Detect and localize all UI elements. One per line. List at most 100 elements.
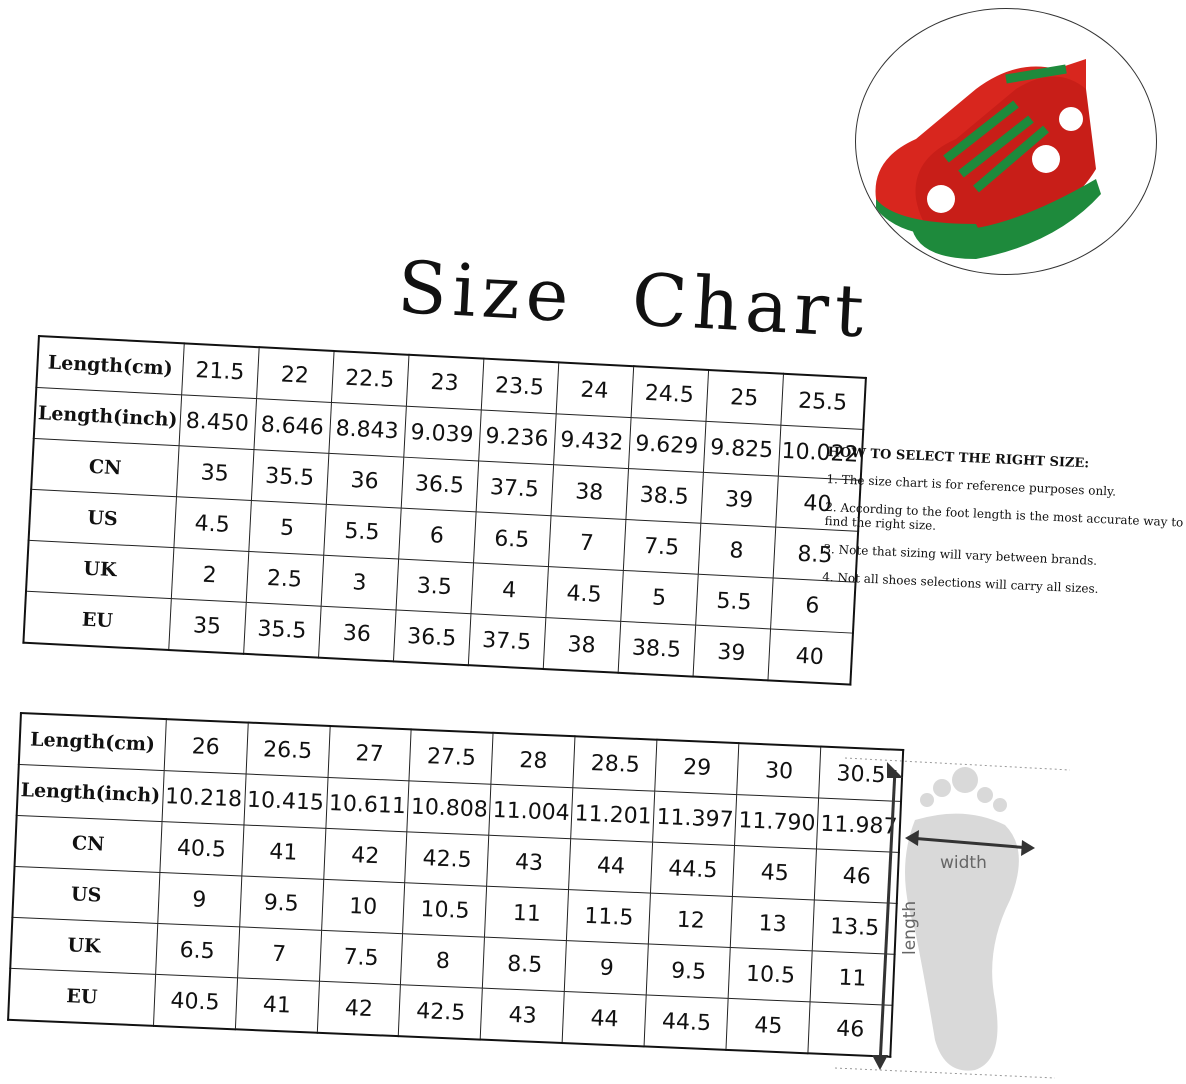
table-cell: 9.5 (646, 944, 731, 999)
table-cell: 6.5 (155, 923, 240, 978)
table-cell: 7 (547, 515, 626, 571)
table-cell: 44 (568, 838, 654, 894)
table-cell: 43 (480, 988, 565, 1044)
table-cell: 40.5 (153, 974, 238, 1030)
table-cell: 42.5 (405, 831, 490, 887)
table-cell: 13 (730, 896, 815, 951)
table-cell: 10.218 (161, 770, 246, 825)
row-label: UK (10, 917, 158, 975)
table-cell: 8.646 (253, 398, 331, 454)
table-cell: 4.5 (545, 566, 623, 622)
table-cell: 9 (157, 872, 242, 927)
table-cell: 35 (168, 598, 246, 654)
table-cell: 25 (705, 369, 784, 426)
table-cell: 9.629 (628, 417, 706, 473)
howto-item: 2. According to the foot length is the m… (824, 499, 1184, 533)
table-cell: 23 (405, 354, 484, 410)
table-cell: 38 (542, 617, 621, 673)
table-cell: 38 (550, 464, 629, 520)
table-cell: 5.5 (323, 504, 401, 560)
table-cell: 35.5 (243, 602, 321, 658)
table-cell: 8.843 (328, 402, 406, 458)
row-label: US (28, 489, 177, 548)
size-table-2: Length(cm) 26 26.5 27 27.5 28 28.5 29 30 30.5 Leng… (7, 712, 905, 1058)
table-cell: 10.611 (325, 777, 410, 832)
table-cell: 39 (700, 472, 778, 528)
table-cell: 26.5 (245, 722, 330, 778)
table-cell: 42 (323, 828, 408, 883)
table-cell: 5 (248, 500, 326, 556)
row-label: CN (31, 438, 179, 497)
table-cell: 10.415 (243, 774, 328, 829)
table-cell: 11.201 (571, 787, 656, 843)
table-cell: 37.5 (467, 613, 546, 669)
table-cell: 36 (325, 453, 404, 509)
table-cell: 39 (692, 625, 771, 681)
table-cell: 36.5 (392, 609, 471, 666)
table-cell: 28.5 (573, 736, 658, 792)
table-cell: 8 (400, 933, 485, 989)
howto-heading: HOW TO SELECT THE RIGHT SIZE: (827, 445, 1090, 472)
table-cell: 11.5 (566, 889, 651, 945)
table-cell: 10.5 (728, 947, 813, 1002)
row-label: US (12, 866, 160, 924)
howto-item: 1. The size chart is for reference purpo… (826, 471, 1117, 499)
table-cell: 5.5 (695, 574, 773, 629)
table-cell: 4.5 (173, 496, 251, 552)
table-cell: 36 (318, 606, 396, 662)
howto-item: 3. Note that sizing will vary between br… (823, 541, 1098, 568)
row-label: Length(cm) (36, 336, 184, 395)
table-cell: 2 (170, 547, 249, 603)
table-cell: 10.5 (403, 882, 488, 938)
table-cell: 10 (321, 879, 406, 934)
table-cell: 35.5 (250, 449, 329, 505)
table-cell: 38.5 (625, 468, 703, 524)
table-cell: 22.5 (330, 350, 409, 407)
foot-measurement-diagram: width length (834, 750, 1075, 1080)
table-cell: 6 (398, 508, 476, 563)
table-cell: 2.5 (245, 551, 324, 607)
table-cell: 30 (737, 743, 822, 799)
table-cell: 42 (316, 981, 401, 1037)
table-cell: 26 (163, 719, 248, 775)
table-cell: 9 (564, 940, 649, 995)
table-cell: 3 (320, 555, 399, 610)
table-cell: 41 (234, 977, 319, 1033)
page-title: Size Chart (395, 245, 872, 354)
row-label: EU (8, 968, 156, 1026)
table-cell: 27.5 (409, 729, 494, 785)
table-cell: 24 (555, 362, 634, 418)
table-cell: 8 (697, 523, 776, 578)
table-cell: 22 (256, 347, 334, 403)
row-label: EU (23, 591, 171, 650)
row-label: CN (14, 815, 162, 873)
table-cell: 9.432 (553, 413, 631, 469)
table-cell: 37.5 (475, 460, 554, 516)
table-cell: 9.236 (478, 409, 556, 465)
table-cell: 7.5 (318, 930, 404, 985)
table-cell: 3.5 (395, 559, 474, 614)
howto-item: 4. Not all shoes selections will carry a… (821, 569, 1099, 596)
table-cell: 38.5 (617, 621, 696, 677)
table-cell: 43 (487, 835, 572, 890)
size-table-1: Length(cm) 21.5 22 22.5 23 23.5 24 24.5 25 25.5 Le… (22, 335, 867, 686)
table-cell: 4 (470, 562, 548, 618)
table-cell: 9.5 (239, 875, 324, 931)
table-cell: 40.5 (159, 821, 244, 876)
table-cell: 8.450 (178, 394, 257, 450)
row-label: UK (26, 540, 174, 599)
table-cell: 44 (562, 991, 647, 1047)
table-cell: 40 (767, 628, 853, 685)
table-cell: 11 (484, 886, 569, 941)
table-cell: 21.5 (181, 343, 259, 399)
width-arrow-icon (905, 830, 1035, 856)
table-cell: 10.808 (407, 780, 492, 836)
table-cell: 41 (241, 824, 326, 880)
table-cell: 9.825 (702, 421, 781, 477)
table-cell: 5 (620, 570, 698, 626)
table-cell: 24.5 (630, 366, 709, 422)
table-cell: 36.5 (400, 457, 479, 512)
table-cell: 11.004 (489, 784, 574, 839)
table-cell: 7 (237, 926, 322, 982)
table-cell: 11.397 (653, 791, 738, 846)
